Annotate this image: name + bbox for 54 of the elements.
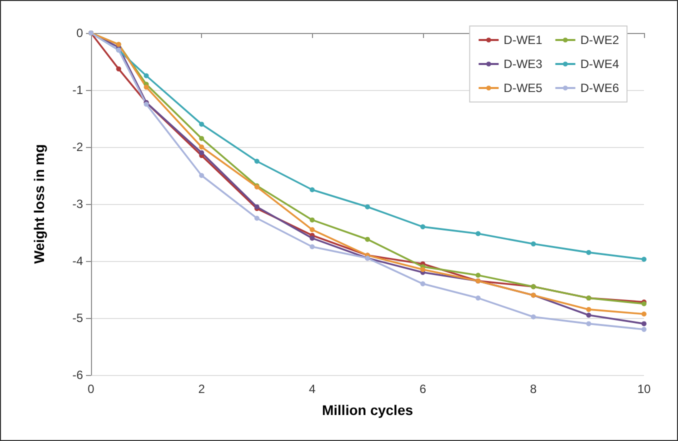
y-tick-label: -5 bbox=[72, 311, 84, 325]
y-tick-label: -3 bbox=[72, 197, 84, 211]
point bbox=[642, 312, 646, 317]
point bbox=[365, 236, 370, 242]
point bbox=[476, 272, 481, 278]
point bbox=[586, 250, 592, 255]
y-tick-label: -6 bbox=[72, 368, 84, 382]
point bbox=[199, 122, 204, 127]
point bbox=[199, 136, 204, 141]
point bbox=[642, 321, 646, 326]
legend-label: D-WE5 bbox=[504, 81, 543, 95]
point bbox=[199, 144, 204, 150]
y-tick-label: -4 bbox=[72, 254, 84, 268]
point bbox=[642, 256, 646, 262]
point bbox=[530, 314, 536, 320]
point bbox=[199, 150, 204, 156]
point bbox=[365, 204, 370, 210]
x-tick-label: 6 bbox=[419, 382, 426, 396]
point bbox=[310, 236, 315, 241]
legend-label: D-WE1 bbox=[504, 33, 543, 47]
y-tick-label: 0 bbox=[76, 26, 84, 40]
point bbox=[586, 306, 592, 312]
point bbox=[586, 321, 592, 326]
legend-label: D-WE2 bbox=[580, 33, 620, 47]
point bbox=[254, 158, 260, 164]
point bbox=[199, 173, 204, 178]
point bbox=[310, 187, 315, 192]
point bbox=[530, 241, 536, 246]
point bbox=[310, 227, 315, 232]
point bbox=[476, 231, 481, 236]
point bbox=[642, 326, 646, 332]
y-tick-label: -2 bbox=[72, 140, 84, 154]
point bbox=[144, 84, 149, 90]
legend-label: D-WE3 bbox=[504, 57, 543, 71]
y-axis-title: Weight loss in mg bbox=[31, 144, 47, 264]
point bbox=[254, 216, 260, 221]
x-tick-label: 0 bbox=[88, 382, 95, 396]
legend-label: D-WE6 bbox=[580, 81, 620, 95]
point bbox=[420, 281, 426, 286]
x-tick-label: 4 bbox=[308, 382, 316, 396]
legend-label: D-WE4 bbox=[580, 57, 620, 71]
point bbox=[420, 224, 426, 230]
x-tick-label: 8 bbox=[530, 382, 538, 396]
point bbox=[310, 217, 315, 222]
x-axis-title: Million cycles bbox=[322, 402, 414, 418]
y-tick-label: -1 bbox=[72, 83, 84, 97]
point bbox=[310, 244, 315, 250]
point bbox=[420, 267, 426, 272]
x-tick-label: 2 bbox=[198, 382, 206, 396]
point bbox=[144, 73, 149, 78]
point bbox=[476, 296, 481, 301]
point bbox=[116, 66, 122, 72]
x-tick-label: 10 bbox=[637, 382, 651, 396]
point bbox=[586, 312, 592, 318]
